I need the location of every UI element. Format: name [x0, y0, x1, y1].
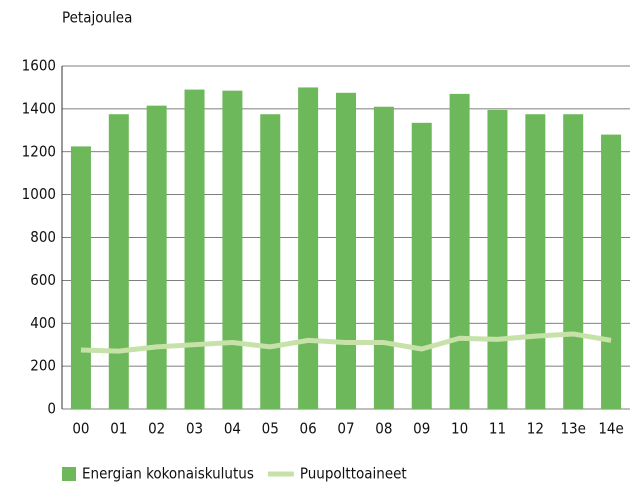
bar	[336, 92, 356, 409]
y-tick-label: 600	[30, 271, 56, 289]
bar	[108, 114, 129, 409]
bar	[373, 106, 394, 409]
bar	[298, 87, 319, 409]
bar	[411, 122, 432, 409]
x-tick-label: 01	[110, 420, 127, 438]
bar	[525, 114, 546, 409]
y-tick-label: 1200	[22, 142, 56, 160]
bar	[222, 90, 243, 409]
bar	[449, 93, 470, 410]
legend-swatch	[62, 467, 76, 481]
bar	[146, 105, 167, 410]
x-tick-label: 06	[300, 420, 317, 438]
y-tick-label: 400	[30, 314, 56, 332]
x-tick-label: 07	[337, 420, 354, 438]
x-tick-label: 02	[148, 420, 165, 438]
y-tick-label: 0	[47, 400, 56, 418]
legend-label: Puupolttoaineet	[300, 465, 407, 483]
y-axis-label: Petajoulea	[62, 9, 132, 27]
bar	[563, 114, 584, 409]
x-tick-label: 09	[413, 420, 430, 438]
x-tick-label: 11	[489, 420, 506, 438]
bar	[184, 89, 205, 410]
x-tick-label: 10	[451, 420, 468, 438]
x-tick-label: 00	[72, 420, 89, 438]
y-tick-label: 1000	[22, 185, 56, 203]
bar	[70, 146, 91, 409]
y-tick-label: 800	[30, 228, 56, 246]
y-tick-label: 1600	[22, 57, 56, 75]
bar	[601, 134, 622, 409]
x-tick-label: 03	[186, 420, 203, 438]
x-tick-label: 13e	[560, 420, 585, 438]
line	[80, 331, 612, 354]
x-tick-label: 04	[224, 420, 241, 438]
x-tick-label: 08	[375, 420, 392, 438]
x-tick-label: 12	[527, 420, 544, 438]
x-tick-label: 14e	[598, 420, 623, 438]
x-tick-label: 05	[262, 420, 279, 438]
y-tick-label: 200	[30, 357, 56, 375]
bar	[260, 114, 281, 409]
y-tick-label: 1400	[22, 99, 56, 117]
legend-label: Energian kokonaiskulutus	[82, 465, 254, 483]
bar	[487, 109, 508, 410]
